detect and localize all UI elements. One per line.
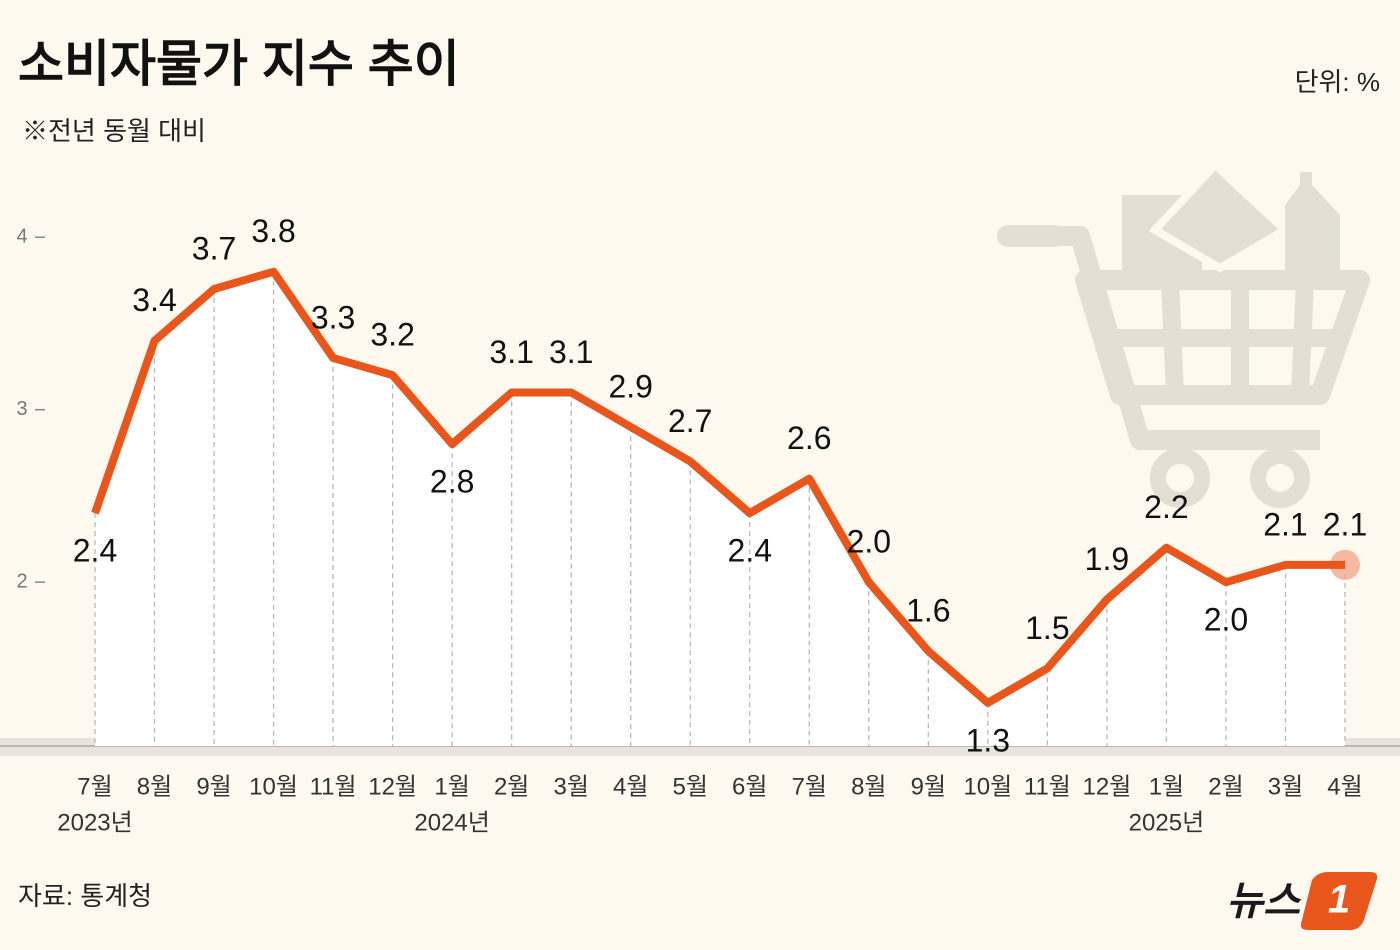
- x-tick-label: 11월: [1024, 773, 1071, 800]
- x-tick-label: 1월: [434, 773, 469, 800]
- y-tick-label: 4: [16, 226, 27, 248]
- x-tick-label: 7월: [792, 773, 827, 800]
- line: [91, 267, 1345, 707]
- subtitle: ※전년 동월 대비: [22, 116, 206, 146]
- year-label: 2024년: [414, 809, 489, 836]
- value-label: 1.9: [1085, 541, 1129, 577]
- value-label: 2.2: [1144, 489, 1188, 525]
- x-tick-label: 3월: [1268, 773, 1303, 800]
- logo-mark: 1: [1328, 878, 1350, 922]
- value-label: 3.2: [370, 317, 414, 353]
- source: 자료: 통계청: [18, 881, 152, 911]
- x-tick-label: 10월: [249, 773, 298, 800]
- logo-text: 뉴스: [1226, 880, 1302, 924]
- x-tick-label: 6월: [732, 773, 767, 800]
- value-label: 3.8: [251, 213, 295, 249]
- logo-mark-bg: [1300, 872, 1378, 930]
- value-label: 3.3: [311, 299, 355, 335]
- x-tick-label: 8월: [137, 773, 172, 800]
- value-label: 3.1: [489, 334, 533, 370]
- value-label: 2.4: [728, 533, 772, 569]
- value-label: 1.5: [1025, 610, 1069, 646]
- x-tick-label: 2월: [494, 773, 529, 800]
- x-tick-label: 4월: [1327, 773, 1362, 800]
- x-tick-label: 3월: [553, 773, 588, 800]
- year-label: 2023년: [57, 809, 132, 836]
- value-label: 2.1: [1263, 506, 1307, 542]
- value-label: 2.1: [1323, 506, 1367, 542]
- x-tick-label: 10월: [963, 773, 1012, 800]
- value-label: 3.4: [132, 282, 176, 318]
- x-tick-label: 2월: [1208, 773, 1243, 800]
- x-tick-label: 8월: [851, 773, 886, 800]
- chart-title: 소비자물가 지수 추이: [18, 36, 460, 92]
- unit-label: 단위: %: [1295, 67, 1380, 97]
- x-tick-label: 4월: [613, 773, 648, 800]
- value-label: 2.9: [608, 368, 652, 404]
- x-tick-label: 12월: [1083, 773, 1132, 800]
- x-tick-label: 9월: [196, 773, 231, 800]
- value-label: 2.0: [1204, 602, 1248, 638]
- x-tick-label: 5월: [673, 773, 708, 800]
- y-tick-label: 2: [16, 570, 27, 592]
- area: [95, 271, 1345, 746]
- value-label: 3.7: [192, 230, 236, 266]
- x-tick-label: 1월: [1149, 773, 1184, 800]
- x-tick-label: 12월: [368, 773, 417, 800]
- cart-icon: [997, 159, 1370, 508]
- year-label: 2025년: [1129, 809, 1204, 836]
- value-label: 2.4: [73, 533, 117, 569]
- x-tick-label: 9월: [911, 773, 946, 800]
- x-tick-label: 11월: [310, 773, 357, 800]
- value-label: 1.6: [906, 593, 950, 629]
- value-label: 2.6: [787, 420, 831, 456]
- value-label: 2.7: [668, 403, 712, 439]
- x-tick-label: 7월: [77, 773, 112, 800]
- value-label: 2.0: [847, 524, 891, 560]
- value-label: 1.3: [966, 722, 1010, 758]
- value-label: 3.1: [549, 334, 593, 370]
- y-tick-label: 3: [16, 398, 27, 420]
- value-label: 2.8: [430, 464, 474, 500]
